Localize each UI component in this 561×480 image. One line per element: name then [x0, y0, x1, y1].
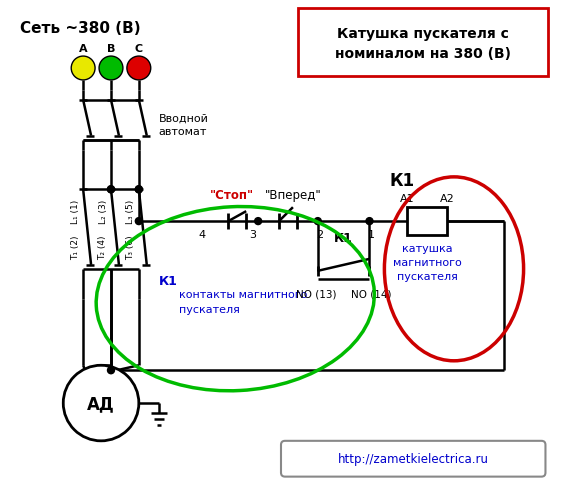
Text: T₁ (2): T₁ (2): [71, 235, 80, 260]
Text: Катушка пускателя с: Катушка пускателя с: [337, 27, 509, 41]
Text: L₁ (1): L₁ (1): [71, 200, 80, 224]
Text: АД: АД: [87, 394, 115, 412]
Text: 1: 1: [368, 229, 375, 240]
Circle shape: [71, 57, 95, 81]
Text: В: В: [107, 44, 115, 54]
Bar: [298, 9, 549, 77]
Text: А: А: [79, 44, 88, 54]
Text: Вводной
автомат: Вводной автомат: [159, 114, 209, 137]
Circle shape: [108, 186, 114, 193]
Bar: [407, 208, 447, 236]
Text: пускателя: пускателя: [397, 271, 458, 281]
Circle shape: [108, 367, 114, 374]
Text: 2: 2: [316, 229, 323, 240]
Text: NO (14): NO (14): [351, 289, 392, 299]
Circle shape: [135, 218, 142, 225]
Text: К1: К1: [390, 172, 415, 190]
Text: Сеть ~380 (В): Сеть ~380 (В): [20, 21, 140, 36]
Text: T₃ (6): T₃ (6): [126, 235, 135, 260]
Circle shape: [314, 218, 321, 225]
Text: К1: К1: [334, 231, 353, 244]
Text: "Стоп": "Стоп": [210, 189, 254, 202]
Text: L₃ (5): L₃ (5): [126, 200, 135, 224]
Text: С: С: [135, 44, 143, 54]
Circle shape: [135, 186, 142, 193]
Circle shape: [108, 186, 114, 193]
Text: http://zametkielectrica.ru: http://zametkielectrica.ru: [338, 452, 489, 465]
Text: контакты магнитного: контакты магнитного: [178, 289, 307, 299]
Circle shape: [127, 57, 151, 81]
Text: T₂ (4): T₂ (4): [99, 235, 108, 260]
Circle shape: [255, 218, 261, 225]
Text: 3: 3: [250, 229, 257, 240]
Text: L₂ (3): L₂ (3): [99, 200, 108, 224]
Circle shape: [99, 57, 123, 81]
Text: номиналом на 380 (В): номиналом на 380 (В): [335, 47, 511, 61]
Text: NO (13): NO (13): [296, 289, 336, 299]
Text: катушка: катушка: [402, 243, 453, 253]
Circle shape: [135, 186, 142, 193]
Text: 4: 4: [199, 229, 206, 240]
Circle shape: [366, 218, 373, 225]
Text: "Вперед": "Вперед": [265, 189, 321, 202]
Text: А1: А1: [400, 194, 415, 204]
Text: А2: А2: [440, 194, 454, 204]
Text: К1: К1: [159, 274, 178, 287]
FancyBboxPatch shape: [281, 441, 545, 477]
Circle shape: [63, 365, 139, 441]
Text: магнитного: магнитного: [393, 257, 462, 267]
Text: пускателя: пускателя: [178, 304, 240, 314]
